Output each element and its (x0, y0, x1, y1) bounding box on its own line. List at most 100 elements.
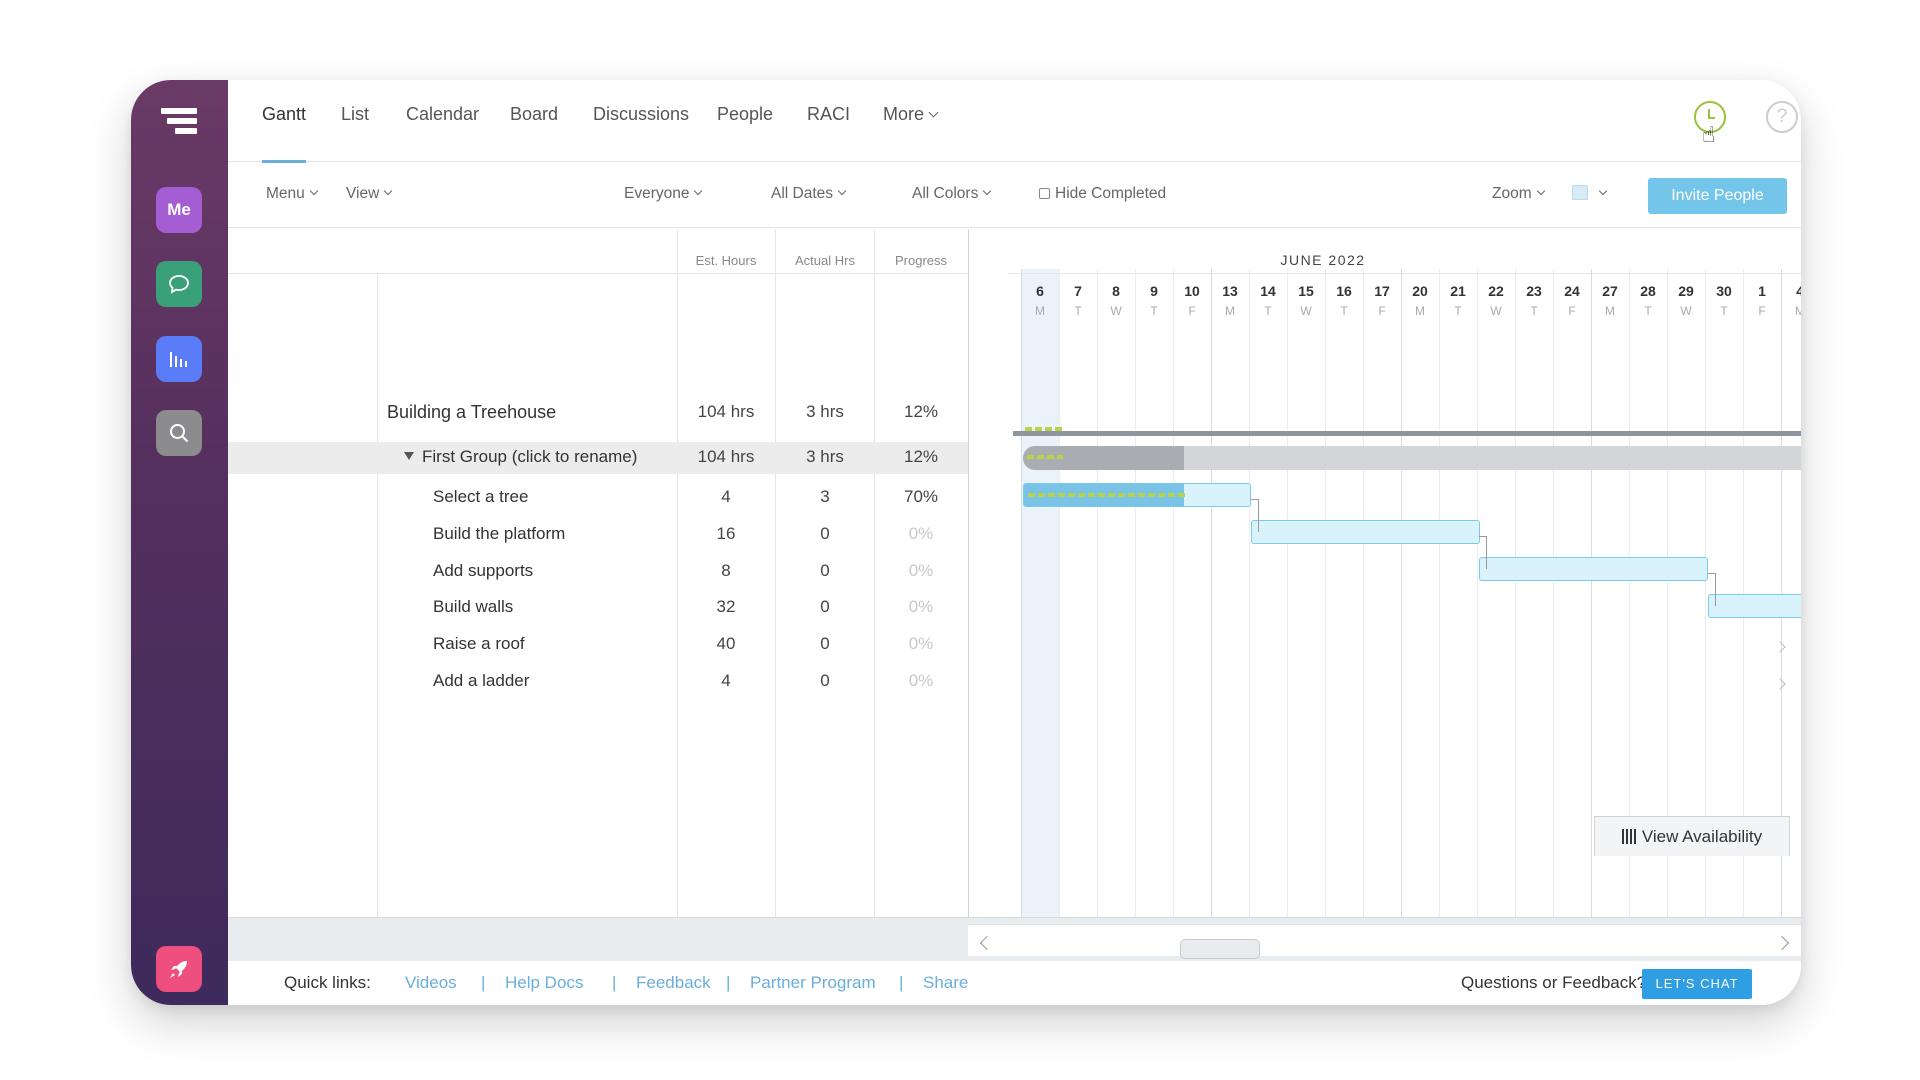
project-row[interactable]: Building a Treehouse 104 hrs 3 hrs 12% (228, 395, 968, 431)
task-progress: 0% (908, 524, 934, 543)
scroll-thumb[interactable] (1180, 939, 1260, 959)
color-swatch[interactable] (1572, 185, 1588, 200)
footer-link-partner-program[interactable]: Partner Program (750, 973, 876, 992)
scroll-track[interactable] (968, 924, 1801, 959)
tab-calendar[interactable]: Calendar (406, 104, 480, 124)
task-name[interactable]: Add supports (433, 561, 534, 580)
task-actual: 0 (820, 561, 830, 580)
colors-label: All Colors (912, 185, 979, 202)
task-name[interactable]: Add a ladder (433, 671, 530, 690)
color-dropdown[interactable] (1594, 185, 1608, 203)
sidebar-search-button[interactable] (156, 410, 202, 456)
hide-completed-checkbox[interactable] (1039, 188, 1050, 199)
view-availability-button[interactable]: View Availability (1594, 816, 1790, 856)
task-name[interactable]: Raise a roof (433, 634, 525, 653)
day-number: 24 (1564, 283, 1580, 299)
footer-link-help-docs[interactable]: Help Docs (505, 973, 584, 992)
actual-hours-header: Actual Hrs (795, 253, 855, 268)
timer-clock-icon[interactable] (1694, 101, 1726, 133)
project-name[interactable]: Building a Treehouse (387, 402, 557, 422)
lets-chat-button[interactable]: LET'S CHAT (1642, 969, 1752, 999)
tab-board[interactable]: Board (510, 104, 559, 124)
task-bar[interactable] (1251, 520, 1480, 544)
footer-link-videos[interactable]: Videos (405, 973, 457, 992)
day-gridline (1705, 269, 1706, 917)
hide-completed-toggle[interactable]: Hide Completed (1039, 185, 1166, 203)
day-weekday: T (1530, 304, 1538, 318)
task-row[interactable]: Select a tree 4 3 70% (228, 480, 968, 516)
day-weekday: M (1605, 304, 1615, 318)
tab-raci[interactable]: RACI (807, 104, 851, 124)
day-header: 17 F (1367, 283, 1397, 318)
app-logo-icon[interactable] (161, 108, 197, 138)
help-icon[interactable]: ? (1766, 101, 1798, 133)
sidebar-reports-button[interactable] (156, 336, 202, 382)
chat-bubble-icon (169, 275, 189, 294)
day-number: 10 (1184, 283, 1200, 299)
task-name[interactable]: Select a tree (433, 487, 529, 506)
collapse-triangle-icon[interactable] (404, 452, 414, 460)
group-row[interactable]: First Group (click to rename) 104 hrs 3 … (228, 442, 968, 474)
sidebar-discussions-button[interactable] (156, 261, 202, 307)
day-gridline (1439, 269, 1440, 917)
chevron-down-icon (1536, 186, 1545, 196)
scroll-left-arrow-icon[interactable] (979, 935, 995, 951)
task-row[interactable]: Raise a roof 40 0 0% (228, 627, 968, 663)
footer-separator: | (481, 973, 486, 992)
everyone-filter[interactable]: Everyone (624, 185, 703, 203)
chevron-down-icon (983, 186, 992, 196)
day-number: 4 (1796, 283, 1801, 299)
colors-filter[interactable]: All Colors (912, 185, 992, 203)
gantt-timeline[interactable]: JUNE 2022 6 M 7 T 8 W 9 T 10 F 13 M 14 T 15 W 16 T 17 F 20 M 2… (1008, 229, 1801, 917)
task-name[interactable]: Build the platform (433, 524, 566, 543)
task-row[interactable]: Build the platform 16 0 0% (228, 517, 968, 553)
invite-people-button[interactable]: Invite People (1648, 178, 1787, 214)
day-weekday: F (1758, 304, 1766, 318)
day-header: 13 M (1215, 283, 1245, 318)
chevron-right-icon[interactable] (1774, 641, 1786, 653)
day-weekday: W (1680, 304, 1692, 318)
rocket-icon (170, 961, 187, 978)
day-gridline (1363, 269, 1364, 917)
chevron-right-icon[interactable] (1774, 678, 1786, 690)
menu-dropdown[interactable]: Menu (266, 185, 319, 203)
tab-discussions[interactable]: Discussions (593, 104, 690, 124)
zoom-dropdown[interactable]: Zoom (1492, 185, 1545, 203)
group-summary-bar[interactable] (1023, 446, 1801, 470)
sidebar-me-button[interactable]: Me (156, 187, 202, 233)
tab-more[interactable]: More (883, 104, 939, 162)
task-progress: 0% (908, 671, 934, 690)
tab-gantt[interactable]: Gantt (262, 104, 307, 163)
footer-link-feedback[interactable]: Feedback (636, 973, 711, 992)
task-name[interactable]: Build walls (433, 597, 514, 616)
horizontal-scrollbar-area (228, 917, 1801, 961)
column-divider (775, 229, 776, 917)
day-weekday: M (1795, 304, 1801, 318)
header-divider (228, 273, 968, 274)
project-summary-bar[interactable] (1013, 431, 1801, 436)
task-bar[interactable] (1708, 594, 1801, 618)
day-gridline (1781, 269, 1782, 917)
scroll-right-arrow-icon[interactable] (1774, 935, 1790, 951)
group-name[interactable]: First Group (click to rename) (404, 447, 637, 467)
header-divider (1008, 273, 1801, 274)
tab-people[interactable]: People (717, 104, 774, 124)
day-gridline (1743, 269, 1744, 917)
column-divider (968, 229, 969, 917)
footer-separator: | (612, 973, 617, 992)
view-dropdown[interactable]: View (346, 185, 393, 203)
group-progress: 12% (903, 447, 939, 466)
sidebar-rocket-button[interactable] (156, 946, 202, 992)
footer-link-share[interactable]: Share (923, 973, 969, 992)
task-row[interactable]: Build walls 32 0 0% (228, 590, 968, 626)
task-row[interactable]: Add supports 8 0 0% (228, 554, 968, 590)
bar-chart-icon (170, 352, 187, 367)
task-est: 4 (721, 487, 731, 506)
task-row[interactable]: Add a ladder 4 0 0% (228, 664, 968, 700)
tab-list[interactable]: List (341, 104, 370, 124)
dates-filter[interactable]: All Dates (771, 185, 847, 203)
task-bar[interactable] (1479, 557, 1708, 581)
day-number: 22 (1488, 283, 1504, 299)
